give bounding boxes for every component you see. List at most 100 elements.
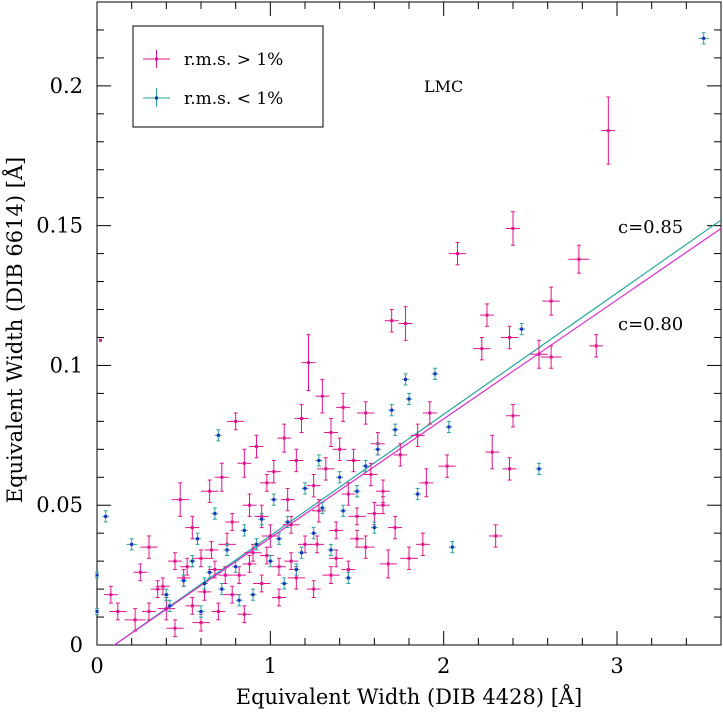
point-rms-gt-1pct	[168, 552, 182, 571]
point-rms-gt-1pct	[185, 596, 200, 615]
point-rms-lt-1pct	[188, 555, 196, 568]
point-rms-gt-1pct	[253, 574, 271, 593]
point-rms-gt-1pct	[388, 515, 403, 540]
legend-box	[132, 25, 324, 128]
point-rms-gt-1pct	[207, 560, 222, 579]
point-rms-gt-1pct	[485, 434, 500, 470]
point-rms-gt-1pct	[124, 608, 146, 632]
point-rms-lt-1pct	[232, 560, 240, 573]
point-rms-lt-1pct	[180, 574, 188, 587]
point-rms-gt-1pct	[448, 241, 467, 266]
point-rms-lt-1pct	[266, 555, 274, 568]
y-tick-label: 0.2	[50, 74, 83, 98]
point-rms-lt-1pct	[518, 323, 526, 336]
point-rms-lt-1pct	[214, 429, 222, 442]
point-rms-gt-1pct	[398, 306, 413, 341]
point-rms-lt-1pct	[339, 504, 347, 517]
point-rms-gt-1pct	[306, 580, 321, 598]
point-rms-gt-1pct	[363, 462, 378, 487]
point-rms-lt-1pct	[402, 373, 409, 386]
point-rms-gt-1pct	[259, 473, 274, 492]
legend-marker-rms-gt	[143, 50, 170, 68]
point-rms-gt-1pct	[166, 619, 184, 638]
point-rms-lt-1pct	[448, 541, 456, 554]
point-rms-gt-1pct	[480, 303, 494, 327]
legend-marker-rms-lt	[143, 88, 170, 107]
point-rms-gt-1pct	[384, 309, 399, 333]
point-rms-gt-1pct	[473, 336, 491, 361]
point-rms-gt-1pct	[225, 513, 240, 531]
y-tick-label: 0.05	[36, 493, 83, 517]
x-tick-label: 3	[610, 654, 623, 678]
point-rms-gt-1pct	[568, 244, 590, 274]
point-rms-lt-1pct	[284, 515, 292, 529]
point-rms-gt-1pct	[311, 499, 326, 523]
point-rms-gt-1pct	[242, 493, 257, 517]
point-rms-gt-1pct	[530, 339, 548, 369]
point-rms-lt-1pct	[318, 501, 326, 515]
point-rms-lt-1pct	[166, 599, 174, 612]
point-rms-lt-1pct	[336, 471, 344, 484]
point-rms-lt-1pct	[310, 527, 318, 540]
point-rms-gt-1pct	[540, 345, 562, 369]
point-rms-lt-1pct	[218, 582, 226, 596]
line-label-c085: c=0.85	[618, 217, 683, 238]
point-rms-gt-1pct	[332, 437, 347, 461]
point-rms-lt-1pct	[275, 532, 283, 545]
point-rms-gt-1pct	[277, 423, 292, 453]
point-rms-lt-1pct	[206, 566, 214, 579]
point-rms-lt-1pct	[292, 563, 300, 576]
y-axis-label: Equivalent Width (DIB 6614) [Å]	[2, 157, 27, 504]
point-rms-gt-1pct	[280, 487, 295, 512]
point-rms-gt-1pct	[357, 535, 375, 559]
point-rms-lt-1pct	[211, 507, 219, 520]
point-rms-gt-1pct	[185, 515, 200, 540]
point-rms-gt-1pct	[142, 602, 156, 621]
point-rms-gt-1pct	[201, 479, 219, 503]
point-rms-lt-1pct	[353, 485, 361, 498]
point-rms-lt-1pct	[249, 588, 257, 601]
point-rms-gt-1pct	[324, 418, 338, 448]
point-rms-gt-1pct	[133, 563, 148, 582]
point-rms-lt-1pct	[698, 32, 709, 45]
point-rms-gt-1pct	[237, 448, 252, 478]
point-rms-gt-1pct	[336, 392, 351, 422]
point-rms-gt-1pct	[261, 524, 279, 548]
point-rms-gt-1pct	[357, 401, 375, 425]
point-rms-gt-1pct	[379, 549, 397, 579]
point-rms-gt-1pct	[171, 482, 189, 517]
region-annotation: LMC	[424, 77, 463, 96]
x-axis-label: Equivalent Width (DIB 4428) [Å]	[236, 684, 583, 709]
point-rms-lt-1pct	[235, 594, 243, 607]
point-rms-gt-1pct	[301, 334, 316, 392]
point-rms-gt-1pct	[294, 404, 309, 434]
point-rms-lt-1pct	[258, 513, 266, 526]
point-rms-gt-1pct	[204, 541, 219, 559]
point-rms-gt-1pct	[109, 602, 127, 621]
point-rms-gt-1pct	[348, 507, 366, 526]
point-rms-lt-1pct	[301, 482, 309, 495]
point-rms-gt-1pct	[589, 334, 604, 358]
x-tick-label: 0	[90, 654, 103, 678]
point-rms-lt-1pct	[102, 510, 110, 523]
point-rms-gt-1pct	[140, 535, 158, 559]
point-rms-lt-1pct	[344, 571, 352, 584]
point-rms-gt-1pct	[298, 535, 312, 554]
point-rms-gt-1pct	[410, 423, 425, 448]
point-rms-gt-1pct	[282, 515, 300, 534]
point-rms-lt-1pct	[270, 493, 278, 506]
point-rms-gt-1pct	[103, 585, 118, 604]
point-rms-gt-1pct	[422, 401, 437, 425]
legend: r.m.s. > 1% r.m.s. < 1%	[132, 25, 324, 128]
point-rms-lt-1pct	[126, 538, 137, 551]
point-rms-gt-1pct	[488, 524, 503, 548]
point-rms-lt-1pct	[445, 420, 453, 434]
point-rms-lt-1pct	[280, 577, 288, 590]
point-rms-gt-1pct	[400, 546, 418, 571]
point-rms-gt-1pct	[192, 549, 210, 568]
point-rms-lt-1pct	[201, 577, 208, 590]
point-rms-lt-1pct	[95, 608, 99, 615]
y-tick-label: 0	[70, 633, 83, 657]
point-rms-gt-1pct	[242, 555, 257, 573]
point-rms-gt-1pct	[150, 580, 165, 598]
